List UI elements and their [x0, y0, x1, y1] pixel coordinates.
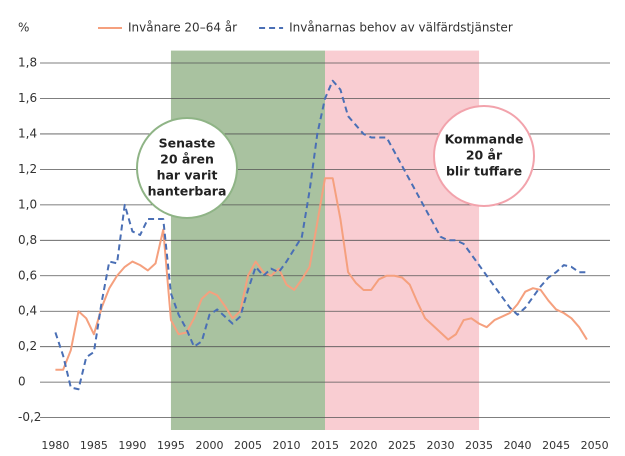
series-line	[54, 79, 587, 391]
y-tick-label: -0,2	[18, 410, 41, 424]
x-tick-label: 2005	[234, 439, 262, 452]
annotation-text: 20 år	[466, 148, 503, 163]
x-tick-label: 2035	[465, 439, 493, 452]
x-tick-label: 2010	[272, 439, 300, 452]
annotation-text: hanterbara	[148, 184, 227, 199]
y-tick-label: 1,4	[18, 126, 37, 140]
x-tick-label: 2020	[350, 439, 378, 452]
y-axis-label: %	[18, 21, 29, 35]
series-line	[55, 177, 588, 371]
y-tick-label: 0	[18, 375, 26, 389]
y-tick-label: 0,2	[18, 339, 37, 353]
annotation-text: Senaste	[159, 136, 216, 151]
annotation-circle	[433, 105, 535, 207]
annotation-text: 20 åren	[160, 152, 214, 167]
annotation-text: har varit	[157, 168, 218, 183]
x-tick-label: 2050	[581, 439, 609, 452]
annotation-text: blir tuffare	[446, 164, 522, 179]
legend-label: Invånarnas behov av välfärdstjänster	[289, 21, 513, 35]
x-tick-label: 2045	[542, 439, 570, 452]
x-tick-label: 2000	[195, 439, 223, 452]
annotation-text: Kommande	[445, 132, 524, 147]
y-tick-label: 0,8	[18, 233, 37, 247]
y-tick-label: 0,4	[18, 304, 37, 318]
x-tick-label: 2015	[311, 439, 339, 452]
legend-label: Invånare 20–64 år	[128, 21, 237, 35]
y-tick-label: 1,0	[18, 197, 37, 211]
x-tick-label: 1985	[80, 439, 108, 452]
x-tick-label: 1980	[41, 439, 69, 452]
x-tick-label: 2030	[427, 439, 455, 452]
annotation-circle	[136, 117, 238, 219]
y-tick-label: 1,2	[18, 162, 37, 176]
y-tick-label: 0,6	[18, 268, 37, 282]
x-tick-label: 1995	[157, 439, 185, 452]
x-tick-label: 2025	[388, 439, 416, 452]
y-tick-label: 1,6	[18, 91, 37, 105]
x-tick-label: 2040	[504, 439, 532, 452]
y-tick-label: 1,8	[18, 56, 37, 70]
x-tick-label: 1990	[118, 439, 146, 452]
